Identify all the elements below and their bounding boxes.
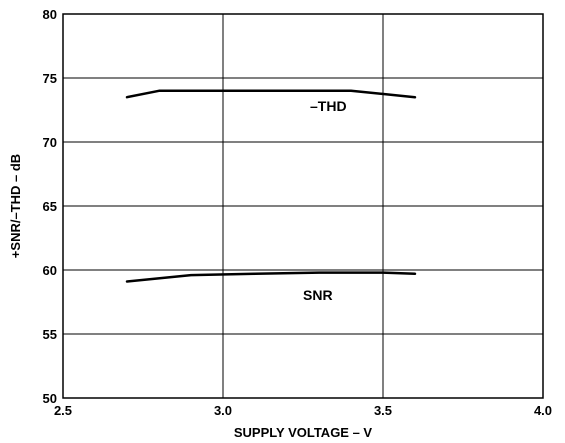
y-tick-label: 80 (43, 7, 57, 22)
series-line-0 (125, 89, 417, 99)
y-axis-label: +SNR/–THD – dB (8, 154, 23, 258)
tick-labels: 2.5 3.0 3.5 4.0 50 55 60 65 70 75 80 (43, 7, 553, 418)
x-tick-label: 3.5 (374, 403, 392, 418)
series-labels: –THD SNR (303, 98, 347, 303)
series-label: SNR (303, 287, 333, 303)
y-tick-label: 55 (43, 327, 57, 342)
x-tick-label: 4.0 (534, 403, 552, 418)
y-tick-label: 50 (43, 391, 57, 406)
x-axis-label: SUPPLY VOLTAGE – V (234, 425, 373, 440)
series-label: –THD (310, 98, 347, 114)
x-tick-label: 2.5 (54, 403, 72, 418)
y-tick-label: 75 (43, 71, 57, 86)
series-line-1 (125, 271, 417, 283)
x-tick-label: 3.0 (214, 403, 232, 418)
series-group (125, 89, 417, 283)
y-tick-label: 70 (43, 135, 57, 150)
grid (63, 14, 543, 398)
plot-frame (62, 13, 544, 399)
y-tick-label: 60 (43, 263, 57, 278)
y-tick-label: 65 (43, 199, 57, 214)
